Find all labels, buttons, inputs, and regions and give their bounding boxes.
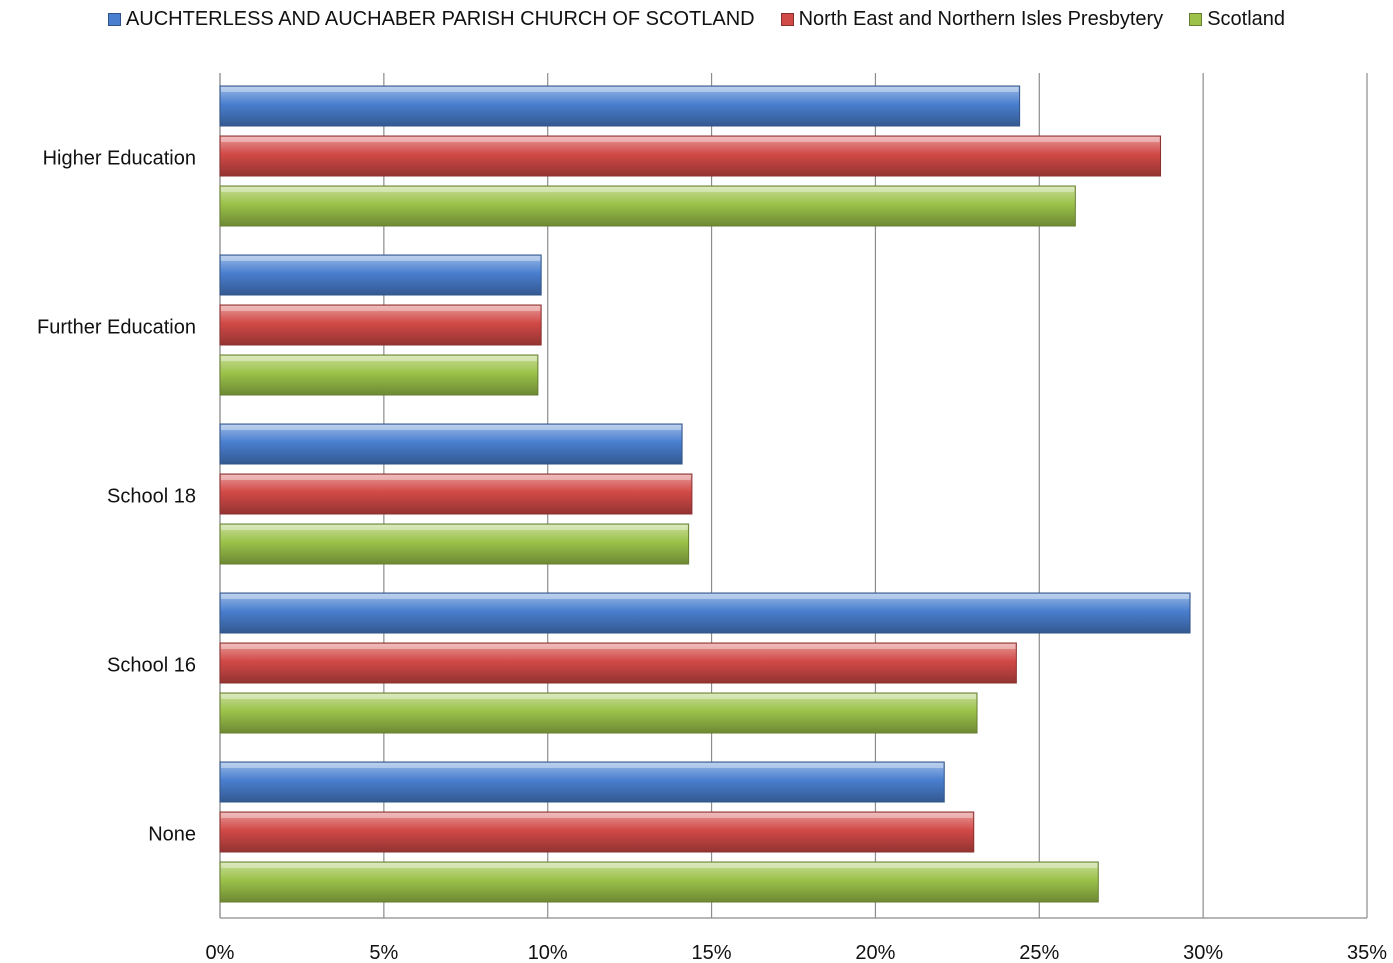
bar-0-0 (219, 85, 1021, 127)
category-label: Higher Education (43, 148, 196, 170)
bar-highlight (221, 256, 541, 261)
bar-highlight (221, 694, 977, 699)
category-label: None (148, 824, 196, 846)
legend-label-1: North East and Northern Isles Presbytery (798, 8, 1164, 30)
bar-0-3 (219, 592, 1191, 634)
x-tick-label: 15% (692, 942, 732, 963)
legend-item-2: Scotland (1189, 8, 1285, 31)
bar-2-0 (219, 185, 1076, 227)
x-tick-label: 5% (369, 942, 398, 963)
bar-highlight (221, 306, 541, 311)
bar-highlight (221, 187, 1075, 192)
x-tick-label: 35% (1347, 942, 1387, 963)
bar-2-2 (219, 523, 690, 565)
x-tick-label: 0% (206, 942, 235, 963)
bar-1-2 (219, 473, 693, 515)
bar-highlight (221, 356, 537, 361)
bar-2-3 (219, 692, 978, 734)
category-labels: Higher Education Further Education School … (37, 148, 196, 846)
x-tick-label: 10% (528, 942, 568, 963)
bar-1-3 (219, 642, 1017, 684)
bar-highlight (221, 425, 682, 430)
x-tick-label: 25% (1019, 942, 1059, 963)
bar-1-4 (219, 811, 975, 853)
x-tick-label: 20% (855, 942, 895, 963)
bar-2-4 (219, 861, 1099, 903)
bars (219, 85, 1191, 903)
bar-highlight (221, 813, 973, 818)
legend-label-0: AUCHTERLESS AND AUCHABER PARISH CHURCH O… (125, 8, 755, 30)
bar-highlight (221, 87, 1019, 92)
bar-highlight (221, 525, 688, 530)
x-tick-labels: 0% 5% 10% 15% 20% 25% 30% 35% (206, 942, 1388, 963)
legend-item-1: North East and Northern Isles Presbytery (780, 8, 1164, 31)
bar-1-1 (219, 304, 542, 346)
bar-2-1 (219, 354, 539, 396)
bar-highlight (221, 644, 1016, 649)
legend-swatch-1 (780, 13, 794, 26)
legend-swatch-0 (107, 13, 121, 26)
chart-legend: AUCHTERLESS AND AUCHABER PARISH CHURCH O… (0, 8, 1393, 31)
legend-item-0: AUCHTERLESS AND AUCHABER PARISH CHURCH O… (107, 8, 755, 31)
category-label: School 16 (107, 655, 196, 677)
bar-0-2 (219, 423, 683, 465)
legend-label-2: Scotland (1207, 8, 1286, 30)
bar-highlight (221, 137, 1160, 142)
bar-highlight (221, 863, 1098, 868)
bar-highlight (221, 763, 944, 768)
legend-swatch-2 (1189, 13, 1203, 26)
bar-highlight (221, 475, 691, 480)
bar-0-4 (219, 761, 945, 803)
bar-1-0 (219, 135, 1162, 177)
category-label: School 18 (107, 486, 196, 508)
x-tick-label: 30% (1183, 942, 1223, 963)
bar-highlight (221, 594, 1190, 599)
bar-0-1 (219, 254, 542, 296)
category-label: Further Education (37, 317, 196, 339)
